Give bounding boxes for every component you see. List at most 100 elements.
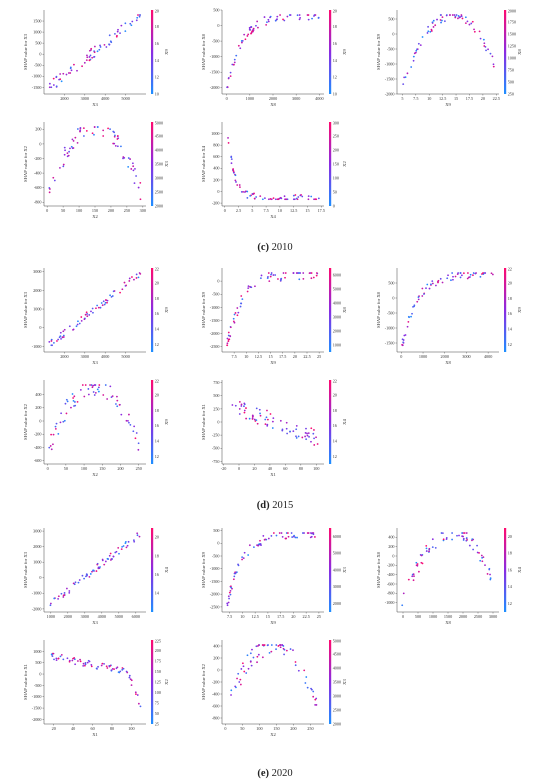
x-tick-label: 80 — [110, 726, 114, 731]
colorbar-tick-label: 12 — [155, 342, 159, 347]
data-point — [50, 448, 53, 451]
data-point — [267, 644, 269, 646]
data-point — [402, 592, 405, 595]
x-tick-label: 15 — [305, 208, 309, 213]
data-point — [263, 16, 266, 18]
data-point — [312, 276, 315, 279]
data-point — [437, 279, 440, 282]
data-point — [297, 669, 300, 672]
data-point — [91, 307, 94, 310]
data-point — [416, 300, 419, 303]
data-point — [453, 14, 456, 16]
data-point — [229, 71, 232, 74]
x-tick-label: 5000 — [121, 96, 129, 101]
x-tick-label: 10 — [240, 614, 244, 619]
x-tick-label: 0 — [238, 466, 240, 471]
data-point — [441, 532, 444, 535]
data-point — [309, 536, 312, 539]
data-point — [50, 86, 53, 89]
data-point — [472, 272, 475, 274]
data-point — [93, 384, 96, 386]
y-axis-label: SHAP value for X3 — [23, 551, 28, 588]
data-point — [257, 653, 260, 656]
data-point — [431, 538, 434, 541]
x-tick-label: 0 — [402, 614, 404, 619]
y-tick-label: 500 — [213, 7, 219, 12]
data-point — [457, 17, 459, 20]
data-point — [79, 388, 82, 391]
data-point — [236, 677, 238, 680]
data-point — [295, 437, 298, 439]
data-point — [137, 14, 139, 16]
x-tick-label: 1000 — [419, 354, 427, 359]
data-point — [289, 430, 291, 433]
x-axis-label: X2 — [270, 732, 276, 737]
colorbar-label: X4 — [164, 566, 169, 572]
data-point — [249, 652, 252, 655]
colorbar-tick-label: 3000 — [155, 175, 163, 180]
data-point — [281, 536, 284, 538]
data-point — [275, 534, 278, 537]
data-point — [291, 536, 294, 538]
data-point — [441, 19, 443, 22]
data-point — [55, 85, 58, 88]
data-point — [234, 404, 237, 407]
data-point — [434, 24, 437, 27]
y-tick-label: -1000 — [32, 344, 42, 349]
y-tick-label: -200 — [387, 563, 395, 568]
data-point — [226, 337, 229, 340]
data-point — [251, 648, 253, 651]
x-tick-label: 12.5 — [251, 614, 258, 619]
data-point — [60, 412, 63, 415]
data-point — [313, 429, 315, 431]
colorbar-label: X3 — [342, 678, 347, 684]
data-point — [68, 659, 71, 662]
colorbar-tick-label: 22 — [155, 266, 159, 271]
x-axis-label: X3 — [92, 620, 98, 625]
data-point — [421, 287, 424, 290]
data-point — [270, 273, 272, 276]
data-point — [425, 550, 428, 552]
data-point — [132, 430, 135, 433]
colorbar-tick-label: 12 — [155, 75, 159, 80]
data-point — [283, 19, 286, 22]
data-point — [76, 141, 79, 144]
data-point — [98, 384, 101, 386]
data-point — [266, 409, 268, 412]
x-tick-label: 100 — [256, 726, 262, 731]
data-point — [84, 663, 87, 666]
colorbar-tick-label: 16 — [155, 311, 159, 316]
data-point — [251, 30, 254, 33]
data-point — [255, 24, 257, 27]
data-point — [488, 567, 491, 570]
data-point — [238, 681, 241, 683]
data-point — [231, 63, 234, 66]
x-tick-label: 2000 — [60, 96, 68, 101]
y-tick-label: 0 — [39, 671, 41, 676]
data-point — [279, 419, 282, 422]
data-point — [108, 34, 111, 37]
data-point — [106, 398, 109, 400]
y-tick-label: 800 — [213, 143, 219, 148]
data-point — [308, 435, 310, 438]
shap-dependence-plot: 1000 2000 3000 4000 5000 6000 -2000 -1000 0 1000 2… — [22, 524, 172, 629]
data-point — [60, 80, 63, 83]
data-point — [228, 597, 230, 600]
data-point — [412, 55, 415, 58]
data-point — [243, 402, 246, 405]
data-point — [89, 384, 91, 386]
data-point — [128, 413, 130, 416]
x-tick-label: 3000 — [462, 354, 470, 359]
data-point — [267, 276, 269, 278]
data-point — [304, 435, 307, 438]
data-point — [237, 44, 240, 47]
data-point — [93, 51, 96, 54]
data-point — [307, 198, 310, 201]
data-point — [417, 42, 420, 45]
data-point — [109, 552, 112, 555]
x-tick-label: 17.5 — [279, 354, 286, 359]
data-point — [259, 539, 261, 542]
data-point — [286, 432, 289, 435]
y-axis-label: SHAP value for X1 — [23, 663, 28, 700]
data-point — [59, 166, 61, 169]
